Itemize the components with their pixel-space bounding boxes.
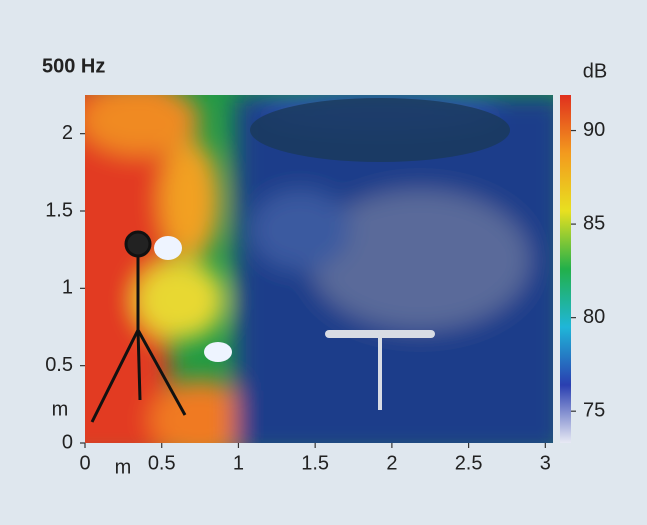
- y-tick-label: 0: [62, 431, 73, 453]
- heatmap-image: [85, 95, 553, 443]
- colorbar-tick-label: 90: [583, 119, 605, 141]
- colorbar-label: dB: [583, 60, 607, 82]
- colorbar: [560, 95, 571, 443]
- x-axis-label: m: [115, 456, 132, 478]
- x-tick-label: 2: [386, 452, 397, 474]
- colorbar-tick-label: 80: [583, 306, 605, 328]
- x-tick-label: 0.5: [148, 452, 176, 474]
- colorbar-tick-label: 85: [583, 212, 605, 234]
- x-tick-label: 1.5: [301, 452, 329, 474]
- y-axis-label: m: [52, 398, 69, 420]
- y-tick-label: 1: [62, 277, 73, 299]
- y-tick-label: 0.5: [45, 354, 73, 376]
- x-tick-label: 2.5: [455, 452, 483, 474]
- x-tick-label: 3: [540, 452, 551, 474]
- x-tick-label: 1: [233, 452, 244, 474]
- y-tick-label: 2: [62, 122, 73, 144]
- x-tick-label: 0: [79, 452, 90, 474]
- y-tick-label: 1.5: [45, 199, 73, 221]
- colorbar-tick-label: 75: [583, 399, 605, 421]
- chart-title: 500 Hz: [42, 55, 105, 77]
